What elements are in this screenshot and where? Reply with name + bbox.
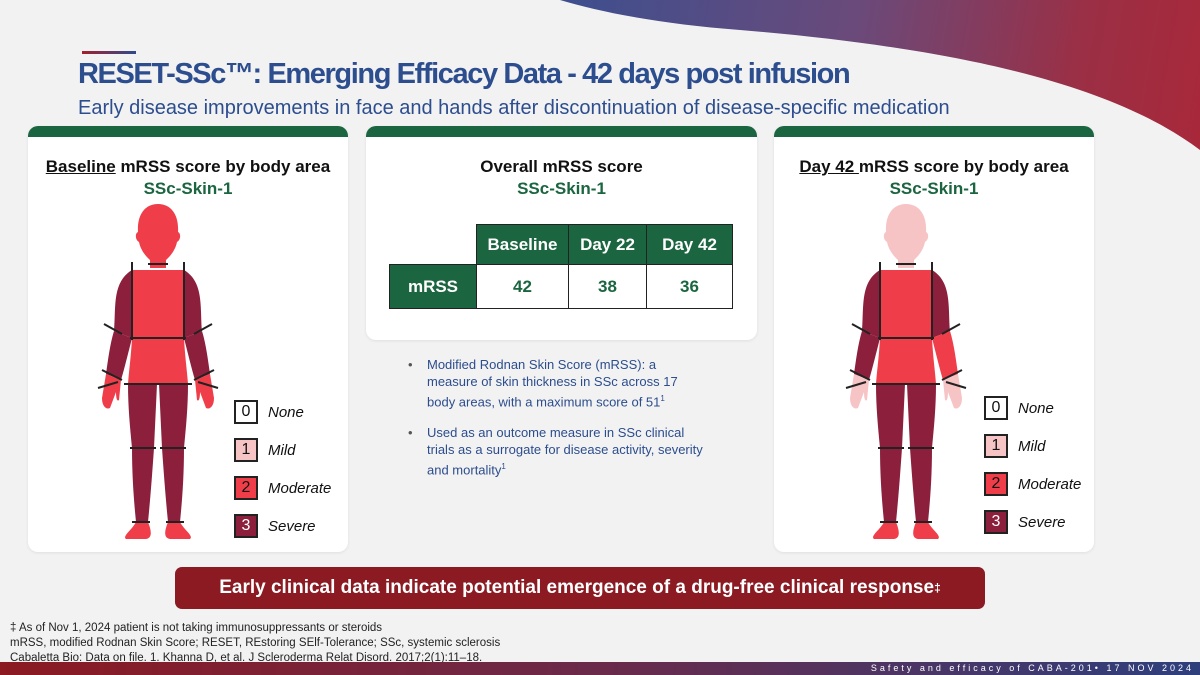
baseline-body-figure — [97, 204, 219, 539]
footnote: Cabaletta Bio: Data on file. 1. Khanna D… — [10, 652, 483, 664]
day42-card: Day 42 mRSS score by body area SSc-Skin-… — [774, 126, 1094, 552]
region-divider — [945, 381, 967, 389]
baseline-card: Baseline mRSS score by body area SSc-Ski… — [28, 126, 348, 552]
legend-swatch: 2 — [234, 476, 258, 500]
body-region-upper-arm-l — [184, 270, 202, 338]
body-region-upper-arm-r — [862, 270, 880, 338]
body-region-forearm-l — [932, 331, 958, 380]
bullet-item: Modified Rodnan Skin Score (mRSS): a mea… — [408, 356, 708, 410]
region-divider — [197, 381, 219, 389]
legend-swatch: 3 — [234, 514, 258, 538]
region-divider — [941, 369, 963, 381]
legend-label: Moderate — [1018, 475, 1082, 493]
day42-body-figure — [845, 204, 967, 539]
page-subtitle: Early disease improvements in face and h… — [78, 97, 950, 119]
legend-swatch: 1 — [984, 434, 1008, 458]
cell-value: 36 — [646, 264, 733, 309]
region-divider — [193, 323, 213, 335]
body-region-thigh-l — [907, 384, 936, 448]
overall-card: Overall mRSS score SSc-Skin-1 Baseline D… — [366, 126, 757, 340]
body-region-thigh-r — [128, 384, 157, 448]
region-divider — [103, 323, 123, 335]
body-region-leg-r — [880, 448, 902, 522]
legend-swatch: 3 — [984, 510, 1008, 534]
region-divider — [941, 323, 961, 335]
baseline-subject: SSc-Skin-1 — [143, 179, 233, 198]
day42-card-title: Day 42 mRSS score by body area — [799, 157, 1069, 176]
severity-legend: 0 None 1 Mild 2 Moderate 3 Severe — [984, 396, 1081, 534]
col-header: Day 22 — [568, 224, 647, 265]
row-label: mRSS — [389, 264, 477, 309]
body-region-abdomen — [876, 338, 936, 384]
body-region-forearm-r — [106, 331, 132, 380]
body-region-upper-arm-l — [932, 270, 950, 338]
region-divider — [849, 369, 871, 381]
body-region-chest — [132, 270, 184, 338]
cell-value: 38 — [568, 264, 647, 309]
legend-swatch: 2 — [984, 472, 1008, 496]
col-header: Baseline — [476, 224, 569, 265]
body-region-thigh-r — [876, 384, 905, 448]
region-divider — [97, 381, 119, 389]
footnote: mRSS, modified Rodnan Skin Score; RESET,… — [10, 637, 501, 649]
baseline-card-title: Baseline mRSS score by body area — [45, 157, 331, 176]
mrss-table: Baseline Day 22 Day 42 mRSS 42 38 36 — [389, 224, 733, 309]
cell-value: 42 — [476, 264, 569, 309]
legend-swatch: 1 — [234, 438, 258, 462]
footnotes: ‡ As of Nov 1, 2024 patient is not takin… — [10, 621, 500, 666]
region-divider — [845, 381, 867, 389]
bullet-item: Used as an outcome measure in SSc clinic… — [408, 424, 708, 478]
body-region-forearm-r — [854, 331, 880, 380]
body-region-face — [883, 204, 929, 268]
body-region-foot-r — [125, 522, 151, 539]
legend-label: Moderate — [268, 479, 332, 497]
page-title: RESET-SSc™: Emerging Efficacy Data - 42 … — [78, 58, 851, 90]
region-divider — [851, 323, 871, 335]
legend-label: None — [268, 403, 304, 421]
mrss-bullets: Modified Rodnan Skin Score (mRSS): a mea… — [408, 356, 708, 493]
legend-label: Mild — [268, 441, 296, 459]
legend-item-moderate: 2 Moderate — [234, 476, 331, 500]
legend-label: Mild — [1018, 437, 1046, 455]
body-region-thigh-l — [159, 384, 188, 448]
region-divider — [101, 369, 123, 381]
legend-item-none: 0 None — [984, 396, 1081, 420]
legend-label: Severe — [268, 517, 316, 535]
legend-swatch: 0 — [234, 400, 258, 424]
legend-swatch: 0 — [984, 396, 1008, 420]
body-region-foot-l — [165, 522, 191, 539]
severity-legend: 0 None 1 Mild 2 Moderate 3 Severe — [234, 400, 331, 538]
body-region-face — [135, 204, 181, 268]
legend-item-mild: 1 Mild — [234, 438, 331, 462]
footer-bar: Safety and efficacy of CABA-201• 17 NOV … — [0, 662, 1200, 675]
body-region-leg-r — [132, 448, 154, 522]
body-region-abdomen — [128, 338, 188, 384]
body-region-leg-l — [910, 448, 932, 522]
overall-subject: SSc-Skin-1 — [517, 179, 606, 198]
legend-label: None — [1018, 399, 1054, 417]
legend-item-mild: 1 Mild — [984, 434, 1081, 458]
body-region-foot-r — [873, 522, 899, 539]
legend-item-none: 0 None — [234, 400, 331, 424]
legend-item-severe: 3 Severe — [234, 514, 331, 538]
region-divider — [193, 369, 215, 381]
body-region-chest — [880, 270, 932, 338]
body-region-upper-arm-r — [114, 270, 132, 338]
legend-item-severe: 3 Severe — [984, 510, 1081, 534]
overall-card-title: Overall mRSS score — [480, 157, 643, 176]
body-region-forearm-l — [184, 331, 210, 380]
legend-item-moderate: 2 Moderate — [984, 472, 1081, 496]
footnote: ‡ As of Nov 1, 2024 patient is not takin… — [10, 622, 383, 634]
conclusion-banner: Early clinical data indicate potential e… — [175, 567, 985, 609]
body-region-leg-l — [162, 448, 184, 522]
body-region-foot-l — [913, 522, 939, 539]
col-header: Day 42 — [646, 224, 733, 265]
legend-label: Severe — [1018, 513, 1066, 531]
day42-subject: SSc-Skin-1 — [889, 179, 979, 198]
title-accent-line — [82, 51, 136, 54]
